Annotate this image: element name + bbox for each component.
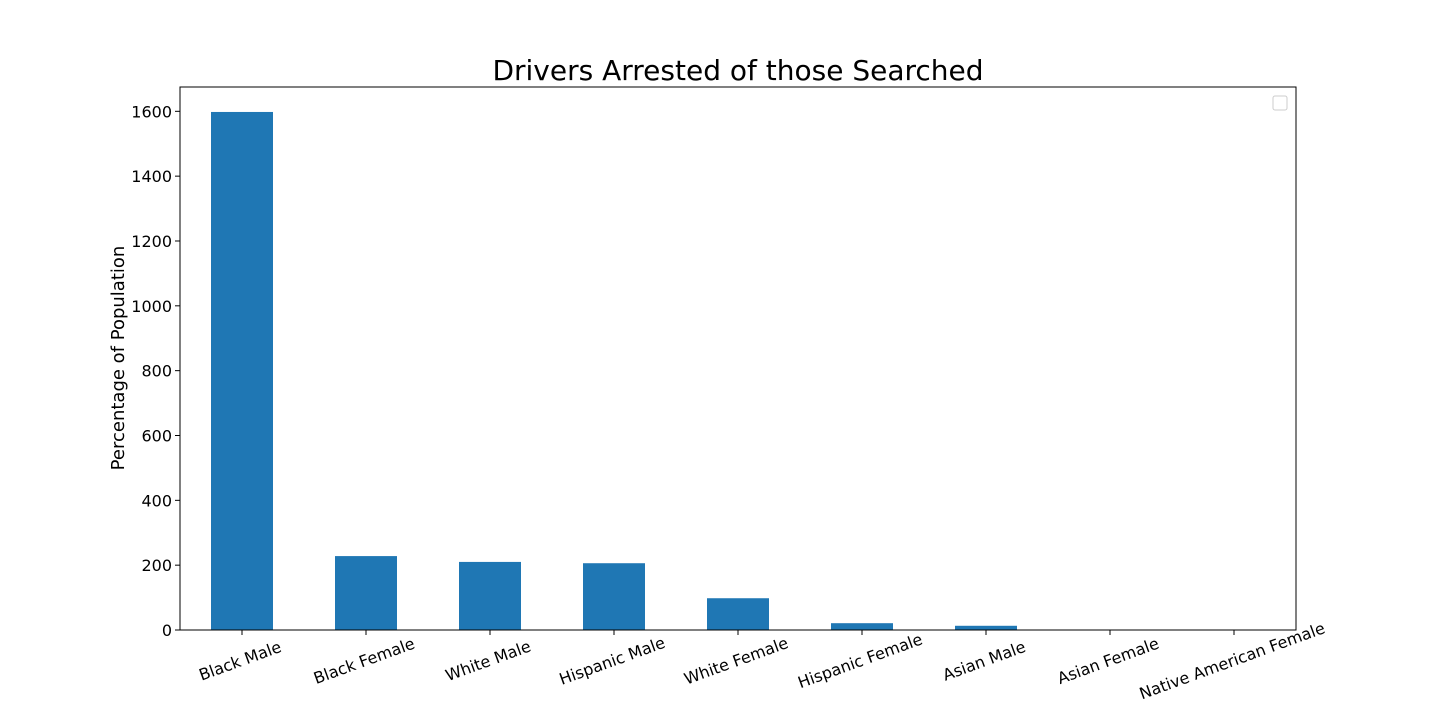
y-tick-label: 1200 xyxy=(131,232,172,251)
bar-white-male xyxy=(459,561,521,630)
y-tick-label: 200 xyxy=(141,556,172,575)
bars xyxy=(211,111,1265,630)
x-tick-label: Asian Female xyxy=(1055,634,1162,688)
y-tick-label: 0 xyxy=(162,621,172,640)
bar-asian-male xyxy=(955,625,1017,630)
x-tick-label: White Male xyxy=(443,637,534,685)
x-tick-label: Native American Female xyxy=(1137,618,1328,703)
chart-title: Drivers Arrested of those Searched xyxy=(492,54,983,87)
bar-white-female xyxy=(707,598,769,630)
x-tick-label: White Female xyxy=(681,633,790,688)
bar-hispanic-female xyxy=(831,623,893,630)
y-tick-label: 600 xyxy=(141,426,172,445)
y-tick-label: 800 xyxy=(141,362,172,381)
bar-black-female xyxy=(335,556,397,630)
x-tick-label: Hispanic Male xyxy=(557,633,668,689)
y-tick-label: 1400 xyxy=(131,167,172,186)
x-tick-label: Hispanic Female xyxy=(795,629,925,692)
legend-box xyxy=(1272,95,1288,111)
y-axis-label: Percentage of Population xyxy=(108,246,129,471)
x-axis-ticks: Black Male Black Female White Male Hispanic… xyxy=(196,618,1327,703)
bar-hispanic-male xyxy=(583,563,645,630)
y-tick-label: 1600 xyxy=(131,102,172,121)
y-axis-ticks: 0 200 400 600 800 1000 1200 1400 1600 xyxy=(131,102,180,640)
y-tick-label: 400 xyxy=(141,491,172,510)
y-tick-label: 1000 xyxy=(131,297,172,316)
plot-frame xyxy=(179,86,1297,631)
x-tick-label: Black Male xyxy=(196,637,284,684)
bar-black-male xyxy=(211,111,273,630)
x-tick-label: Black Female xyxy=(311,634,417,688)
x-tick-label: Asian Male xyxy=(940,637,1028,684)
